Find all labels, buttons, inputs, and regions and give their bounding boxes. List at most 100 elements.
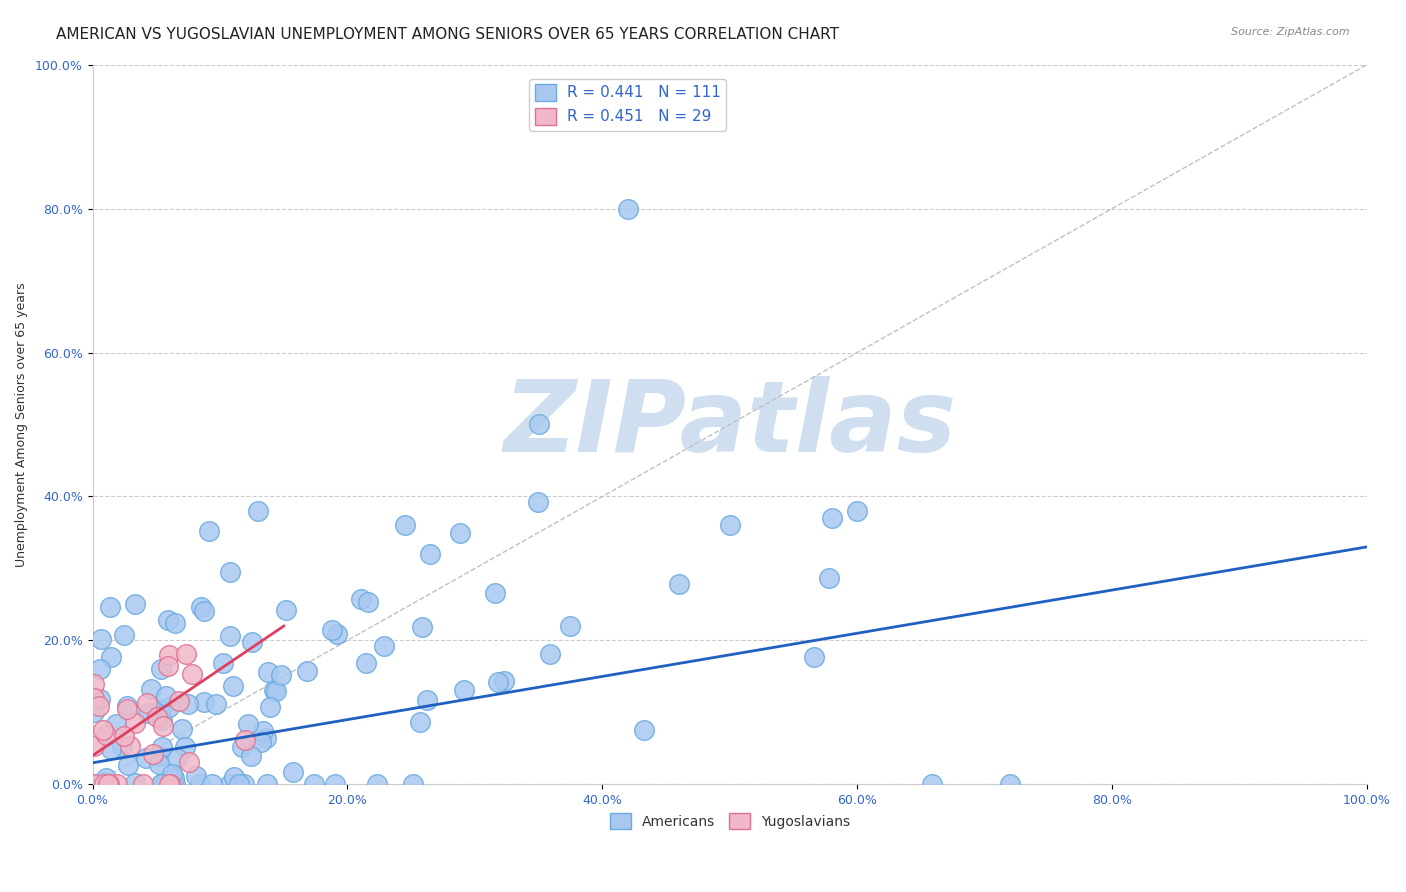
Point	[96, 777, 118, 791]
Point	[86, 777, 108, 791]
Point	[212, 656, 235, 670]
Text: ZIPatlas: ZIPatlas	[503, 376, 956, 473]
Point	[104, 717, 127, 731]
Point	[560, 619, 582, 633]
Point	[83, 676, 105, 690]
Point	[111, 739, 134, 754]
Point	[270, 668, 292, 682]
Text: AMERICAN VS YUGOSLAVIAN UNEMPLOYMENT AMONG SENIORS OVER 65 YEARS CORRELATION CHA: AMERICAN VS YUGOSLAVIAN UNEMPLOYMENT AMO…	[56, 27, 839, 42]
Point	[190, 599, 212, 614]
Point	[668, 576, 690, 591]
Point	[105, 777, 128, 791]
Point	[155, 777, 177, 791]
Point	[803, 649, 825, 664]
Point	[139, 682, 162, 697]
Point	[149, 777, 172, 791]
Point	[394, 518, 416, 533]
Point	[98, 599, 121, 614]
Point	[166, 751, 188, 765]
Legend: Americans, Yugoslavians: Americans, Yugoslavians	[605, 807, 855, 835]
Point	[283, 765, 305, 780]
Point	[149, 777, 172, 791]
Point	[157, 648, 180, 662]
Point	[150, 714, 173, 728]
Point	[357, 595, 380, 609]
Text: Source: ZipAtlas.com: Source: ZipAtlas.com	[1232, 27, 1350, 37]
Point	[89, 777, 111, 791]
Point	[179, 755, 201, 769]
Point	[256, 777, 278, 791]
Point	[157, 699, 180, 714]
Point	[402, 777, 425, 791]
Point	[193, 695, 215, 709]
Point	[90, 777, 112, 791]
Point	[302, 777, 325, 791]
Point	[112, 729, 135, 743]
Point	[136, 696, 159, 710]
Point	[124, 716, 146, 731]
Point	[408, 714, 430, 729]
Point	[228, 777, 250, 791]
Point	[165, 615, 187, 630]
Point	[170, 722, 193, 736]
Point	[998, 777, 1021, 791]
Point	[97, 777, 120, 791]
Point	[89, 691, 111, 706]
Y-axis label: Unemployment Among Seniors over 65 years: Unemployment Among Seniors over 65 years	[15, 282, 28, 566]
Point	[94, 771, 117, 785]
Point	[321, 623, 343, 637]
Point	[150, 740, 173, 755]
Point	[90, 632, 112, 647]
Point	[484, 586, 506, 600]
Point	[100, 741, 122, 756]
Point	[115, 699, 138, 714]
Point	[486, 674, 509, 689]
Point	[274, 603, 297, 617]
Point	[153, 777, 176, 791]
Point	[233, 777, 256, 791]
Point	[149, 662, 172, 676]
Point	[136, 706, 159, 720]
Point	[96, 728, 118, 742]
Point	[252, 724, 274, 739]
Point	[89, 662, 111, 676]
Point	[366, 777, 388, 791]
Point	[174, 647, 197, 661]
Point	[152, 719, 174, 733]
Point	[83, 739, 105, 754]
Point	[449, 525, 471, 540]
Point	[821, 511, 844, 525]
Point	[633, 723, 655, 737]
Point	[233, 733, 256, 747]
Point	[239, 748, 262, 763]
Point	[411, 620, 433, 634]
Point	[118, 739, 141, 754]
Point	[160, 767, 183, 781]
Point	[83, 691, 105, 706]
Point	[231, 740, 253, 755]
Point	[246, 504, 269, 518]
Point	[218, 777, 240, 791]
Point	[326, 627, 349, 641]
Point	[527, 494, 550, 508]
Point	[100, 650, 122, 665]
Point	[124, 597, 146, 611]
Point	[159, 777, 181, 791]
Point	[219, 629, 242, 643]
Point	[718, 518, 741, 533]
Point	[157, 777, 180, 791]
Point	[188, 777, 211, 791]
Point	[222, 770, 245, 784]
Point	[156, 613, 179, 627]
Point	[617, 202, 640, 216]
Point	[149, 703, 172, 717]
Point	[180, 667, 202, 681]
Point	[240, 635, 263, 649]
Point	[259, 699, 281, 714]
Point	[165, 777, 187, 791]
Point	[219, 565, 242, 579]
Point	[156, 658, 179, 673]
Point	[494, 674, 516, 689]
Point	[350, 591, 373, 606]
Point	[527, 417, 550, 432]
